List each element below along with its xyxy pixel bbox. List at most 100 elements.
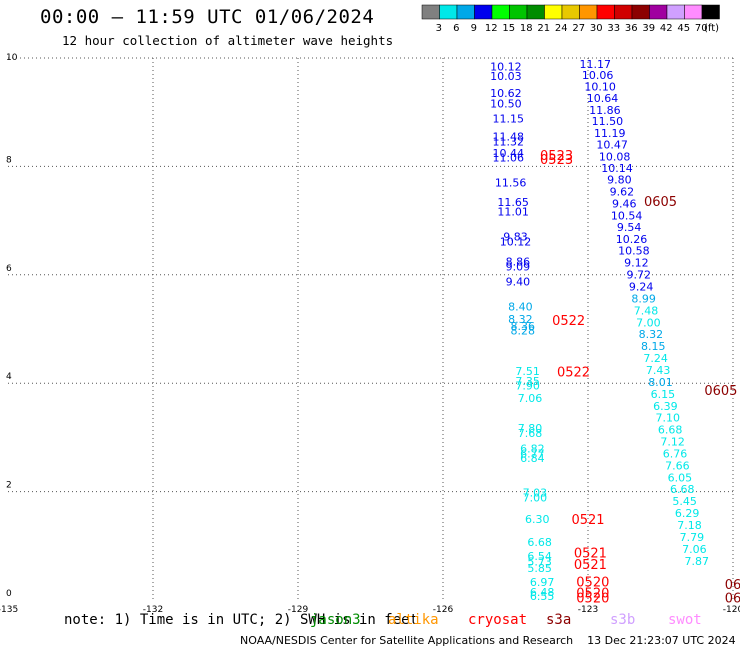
satellite-name: cryosat: [468, 612, 528, 628]
page-subtitle: 12 hour collection of altimeter wave hei…: [62, 33, 394, 48]
time-label: 0520: [576, 592, 609, 607]
legend-label: 45: [677, 23, 690, 34]
x-tick-label: -132: [143, 605, 163, 615]
time-label: 0523: [540, 153, 573, 168]
wave-height-label: 10.06: [582, 69, 614, 82]
legend-label: 39: [642, 23, 655, 34]
satellite-name: swot: [668, 612, 702, 628]
wave-height-label: 11.65: [497, 196, 529, 209]
wave-height-label: 6.76: [663, 447, 688, 460]
wave-height-label: 7.79: [680, 531, 705, 544]
wave-height-label: 11.50: [592, 115, 624, 128]
y-tick-label: 10: [6, 53, 18, 63]
wave-height-label: 6.55: [530, 590, 555, 603]
time-label: 0605: [644, 195, 677, 210]
wave-height-label: 7.06: [682, 543, 707, 556]
wave-height-label: 7.48: [634, 304, 659, 317]
x-tick-label: -129: [288, 605, 309, 615]
wave-height-label: 10.26: [616, 233, 648, 246]
wave-height-label: 8.32: [508, 313, 533, 326]
time-label: 0521: [574, 558, 607, 573]
wave-height-label: 10.47: [596, 139, 628, 152]
wave-height-label: 9.12: [624, 257, 649, 270]
wave-height-label: 10.58: [618, 245, 650, 258]
time-label: 0605: [704, 384, 737, 399]
wave-height-label: 10.14: [601, 162, 633, 175]
y-tick-label: 8: [6, 155, 12, 165]
wave-height-label: 9.54: [617, 221, 642, 234]
wave-height-label: 7.12: [660, 436, 685, 449]
wave-height-label: 6.48: [530, 586, 555, 599]
wave-height-label: 9.24: [629, 281, 654, 294]
wave-height-label: 7.87: [685, 555, 710, 568]
wave-height-label: 9.46: [612, 198, 637, 211]
time-label: 06: [725, 578, 740, 593]
satellite-name: s3a: [546, 612, 572, 628]
wave-height-label: 11.17: [580, 58, 612, 71]
wave-height-label: 6.97: [530, 576, 555, 589]
wave-height-label: 8.40: [508, 301, 533, 314]
wave-height-label: 5.73: [527, 555, 552, 568]
time-label: 06: [725, 592, 740, 607]
wave-height-label: 10.12: [490, 60, 522, 73]
legend-label: 18: [520, 23, 533, 34]
wave-height-label: 7.10: [656, 412, 681, 425]
legend-label: 24: [555, 23, 568, 34]
x-tick-label: -126: [433, 605, 454, 615]
legend-label: 21: [537, 23, 550, 34]
wave-height-label: 11.48: [493, 130, 525, 143]
wave-height-label: 7.35: [515, 375, 540, 388]
wave-height-label: 9.62: [610, 186, 635, 199]
wave-height-label: 10.08: [599, 150, 631, 163]
wave-height-label: 6.68: [658, 424, 683, 437]
wave-height-label: 6.77: [520, 447, 545, 460]
time-label: 0523: [540, 149, 573, 164]
wave-height-label: 6.39: [653, 400, 678, 413]
color-scale-legend: 3 6 9 12 15 18 21 24 27 30 33 36 39 42 45 70(ft): [421, 4, 720, 34]
note-text: note: 1) Time is in UTC; 2) SWH is in fe…: [64, 612, 419, 628]
wave-height-label: 10.54: [611, 210, 643, 223]
wave-height-label: 11.56: [495, 176, 527, 189]
wave-height-label: 7.00: [636, 316, 661, 329]
wave-height-label: 11.15: [493, 112, 525, 125]
wave-height-label: 6.68: [670, 483, 695, 496]
wave-height-label: 9.80: [607, 174, 632, 187]
x-tick-label: -123: [578, 605, 598, 615]
wave-height-label: 6.68: [527, 536, 552, 549]
wave-height-label: 10.44: [493, 147, 525, 160]
legend-unit: (ft): [704, 23, 719, 34]
time-label: 0521: [571, 513, 604, 528]
page-title: 00:00 – 11:59 UTC 01/06/2024: [40, 6, 375, 28]
wave-height-label: 6.29: [675, 507, 700, 520]
wave-height-label: 11.32: [493, 135, 525, 148]
wave-height-label: 8.86: [506, 256, 531, 269]
wave-height-label: 7.51: [515, 365, 540, 378]
satellite-name: s3b: [610, 612, 636, 628]
wave-height-label: 7.18: [677, 519, 702, 532]
wave-height-label: 6.84: [520, 452, 545, 465]
wave-height-label: 9.40: [506, 276, 531, 289]
wave-height-label: 7.68: [518, 427, 543, 440]
wave-height-label: 9.72: [627, 269, 652, 282]
wave-height-label: 6.82: [520, 443, 545, 456]
legend-label: 30: [590, 23, 603, 34]
wave-height-label: 11.19: [594, 127, 626, 140]
wave-height-label: 10.10: [584, 81, 616, 94]
wave-height-label: 7.06: [518, 392, 543, 405]
wave-height-label: 9.83: [503, 231, 528, 244]
wave-height-label: 8.99: [631, 292, 656, 305]
wave-height-label: 7.90: [515, 380, 540, 393]
wave-height-label: 8.28: [511, 324, 536, 337]
wave-height-label: 10.64: [587, 92, 619, 105]
wave-height-label: 11.86: [589, 104, 621, 117]
time-label: 0520: [576, 575, 609, 590]
wave-height-label: 10.03: [490, 70, 522, 83]
wave-height-label: 6.05: [668, 471, 693, 484]
satellite-name: jason3: [310, 612, 361, 628]
x-tick-label: -120: [723, 605, 740, 615]
legend-label: 9: [471, 23, 477, 34]
wave-height-label: 11.06: [493, 152, 525, 165]
legend-label: 36: [625, 23, 638, 34]
legend-swatch: [701, 4, 720, 20]
wave-height-label: 8.36: [511, 320, 536, 333]
